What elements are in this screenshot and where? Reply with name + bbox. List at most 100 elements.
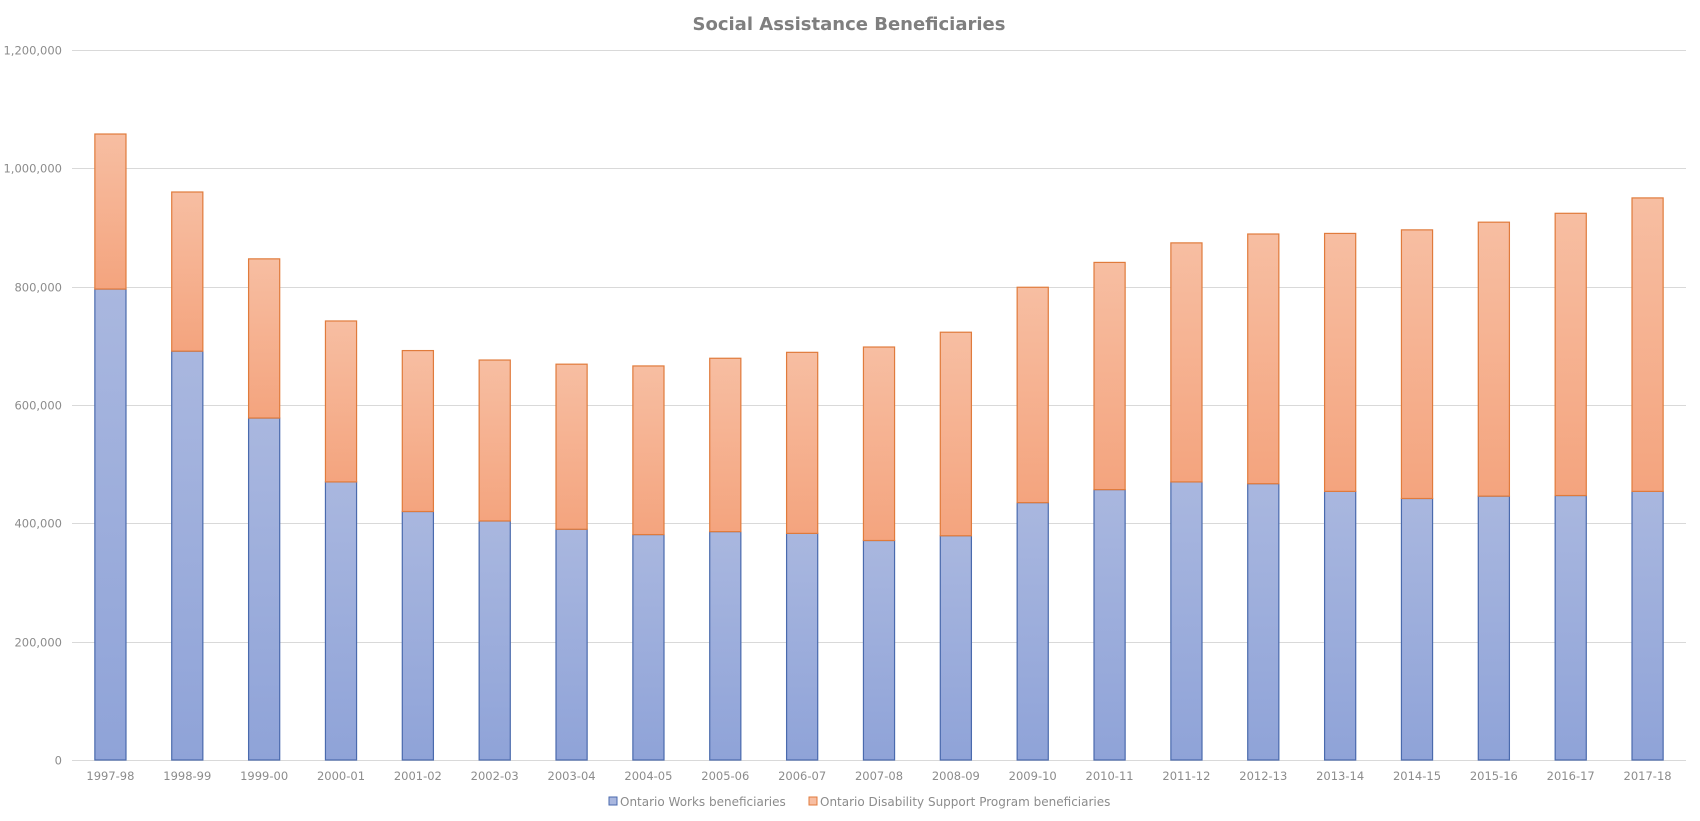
bars	[94, 133, 1664, 761]
bar-ontario-works	[862, 539, 896, 761]
bar-group	[555, 363, 588, 761]
bar-odsp	[1631, 197, 1664, 492]
bar-ontario-works	[401, 510, 435, 761]
y-axis-labels: 0 200,000 400,000 600,000 800,000 1,000,000 1,…	[3, 44, 62, 768]
bar-group	[709, 357, 742, 761]
y-tick-label: 400,000	[14, 517, 62, 531]
bar-ontario-works	[1400, 497, 1434, 761]
bar-group	[247, 258, 281, 761]
y-tick-label: 200,000	[14, 636, 62, 650]
bar-group	[478, 359, 511, 761]
bar-ontario-works	[1170, 481, 1203, 761]
x-tick-label: 2009-10	[1009, 769, 1057, 783]
bar-ontario-works	[785, 532, 819, 761]
x-tick-label: 2006-07	[778, 769, 826, 783]
y-tick-label: 800,000	[14, 281, 62, 295]
bar-ontario-works	[939, 535, 973, 761]
bar-ontario-works	[1093, 489, 1126, 761]
bar-ontario-works	[632, 533, 665, 761]
bar-ontario-works	[1554, 494, 1587, 761]
bar-group	[324, 320, 358, 761]
x-axis-labels: 1997-98 1998-99 1999-00 2000-01 2001-02 2002-…	[86, 769, 1671, 783]
x-tick-label: 2015-16	[1470, 769, 1518, 783]
bar-ontario-works	[1247, 483, 1280, 761]
bar-odsp	[478, 359, 511, 522]
bar-odsp	[1477, 221, 1511, 497]
bar-odsp	[1323, 232, 1357, 492]
x-tick-label: 1997-98	[86, 769, 134, 783]
bar-ontario-works	[1631, 490, 1664, 761]
bar-ontario-works	[171, 350, 204, 761]
bar-group	[1554, 212, 1587, 761]
bar-ontario-works	[94, 288, 127, 761]
legend-label-odsp: Ontario Disability Support Program benef…	[820, 795, 1110, 809]
bar-group	[1477, 221, 1511, 761]
bar-odsp	[709, 357, 742, 533]
bar-group	[632, 365, 665, 761]
x-tick-label: 1999-00	[240, 769, 288, 783]
legend-item-odsp[interactable]: Ontario Disability Support Program benef…	[808, 795, 1110, 809]
bar-group	[171, 191, 204, 761]
bar-odsp	[401, 349, 435, 513]
x-tick-label: 2010-11	[1086, 769, 1134, 783]
bar-odsp	[1554, 212, 1587, 497]
legend-item-ontario-works[interactable]: Ontario Works beneficiaries	[608, 795, 786, 809]
bar-odsp	[939, 331, 973, 537]
bar-group	[1016, 286, 1049, 761]
x-tick-label: 2007-08	[855, 769, 903, 783]
bar-odsp	[785, 351, 819, 534]
x-tick-label: 2017-18	[1624, 769, 1672, 783]
x-tick-label: 2002-03	[471, 769, 519, 783]
legend-swatch-odsp	[808, 796, 818, 806]
y-tick-label: 1,200,000	[3, 44, 62, 58]
bar-odsp	[1170, 242, 1203, 483]
bar-odsp	[171, 191, 204, 352]
bar-odsp	[324, 320, 358, 483]
x-tick-label: 2013-14	[1316, 769, 1364, 783]
bar-ontario-works	[247, 417, 281, 761]
x-tick-label: 2008-09	[932, 769, 980, 783]
x-tick-label: 2014-15	[1393, 769, 1441, 783]
bar-odsp	[1016, 286, 1049, 504]
y-tick-label: 1,000,000	[3, 162, 62, 176]
bar-group	[1247, 233, 1280, 761]
bar-ontario-works	[1477, 495, 1511, 761]
bar-group	[1631, 197, 1664, 761]
bar-group	[1093, 261, 1126, 761]
bar-odsp	[862, 346, 896, 542]
x-tick-label: 2012-13	[1239, 769, 1287, 783]
legend-label-ontario-works: Ontario Works beneficiaries	[620, 795, 786, 809]
x-tick-label: 2011-12	[1162, 769, 1210, 783]
bar-ontario-works	[324, 481, 358, 761]
bar-group	[1170, 242, 1203, 761]
bar-ontario-works	[709, 531, 742, 761]
bar-ontario-works	[555, 528, 588, 761]
x-tick-label: 2016-17	[1547, 769, 1595, 783]
legend: Ontario Works beneficiaries Ontario Disa…	[608, 795, 1110, 809]
bar-odsp	[1247, 233, 1280, 485]
bar-group	[401, 349, 435, 761]
x-tick-label: 1998-99	[163, 769, 211, 783]
bar-group	[94, 133, 127, 761]
y-tick-label: 0	[55, 754, 62, 768]
legend-swatch-ontario-works	[608, 796, 618, 806]
bar-ontario-works	[478, 520, 511, 761]
bar-ontario-works	[1016, 502, 1049, 761]
x-tick-label: 2001-02	[394, 769, 442, 783]
x-tick-label: 2000-01	[317, 769, 365, 783]
x-tick-label: 2004-05	[624, 769, 672, 783]
chart-title: Social Assistance Beneficiaries	[693, 14, 1006, 35]
x-tick-label: 2003-04	[548, 769, 596, 783]
bar-odsp	[1400, 229, 1434, 500]
bar-group	[939, 331, 973, 761]
bar-group	[1400, 229, 1434, 761]
x-tick-label: 2005-06	[701, 769, 749, 783]
bar-odsp	[94, 133, 127, 290]
bar-odsp	[247, 258, 281, 419]
bar-group	[785, 351, 819, 761]
bar-group	[862, 346, 896, 761]
bar-ontario-works	[1323, 490, 1357, 761]
bar-group	[1323, 232, 1357, 761]
bar-odsp	[555, 363, 588, 530]
